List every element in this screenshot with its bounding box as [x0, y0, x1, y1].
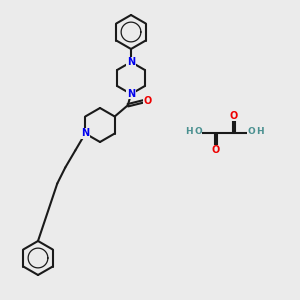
Text: O: O — [230, 111, 238, 121]
Text: N: N — [127, 89, 135, 99]
Text: H: H — [256, 128, 264, 136]
Text: N: N — [127, 57, 135, 67]
Text: O: O — [247, 128, 255, 136]
Text: O: O — [144, 96, 152, 106]
Text: O: O — [194, 128, 202, 136]
Text: H: H — [185, 128, 193, 136]
Text: O: O — [212, 145, 220, 155]
Text: N: N — [81, 128, 89, 139]
